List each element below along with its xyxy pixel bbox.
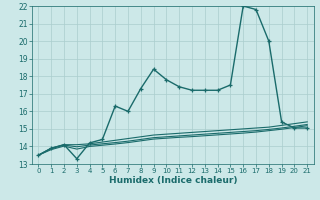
X-axis label: Humidex (Indice chaleur): Humidex (Indice chaleur)	[108, 176, 237, 185]
